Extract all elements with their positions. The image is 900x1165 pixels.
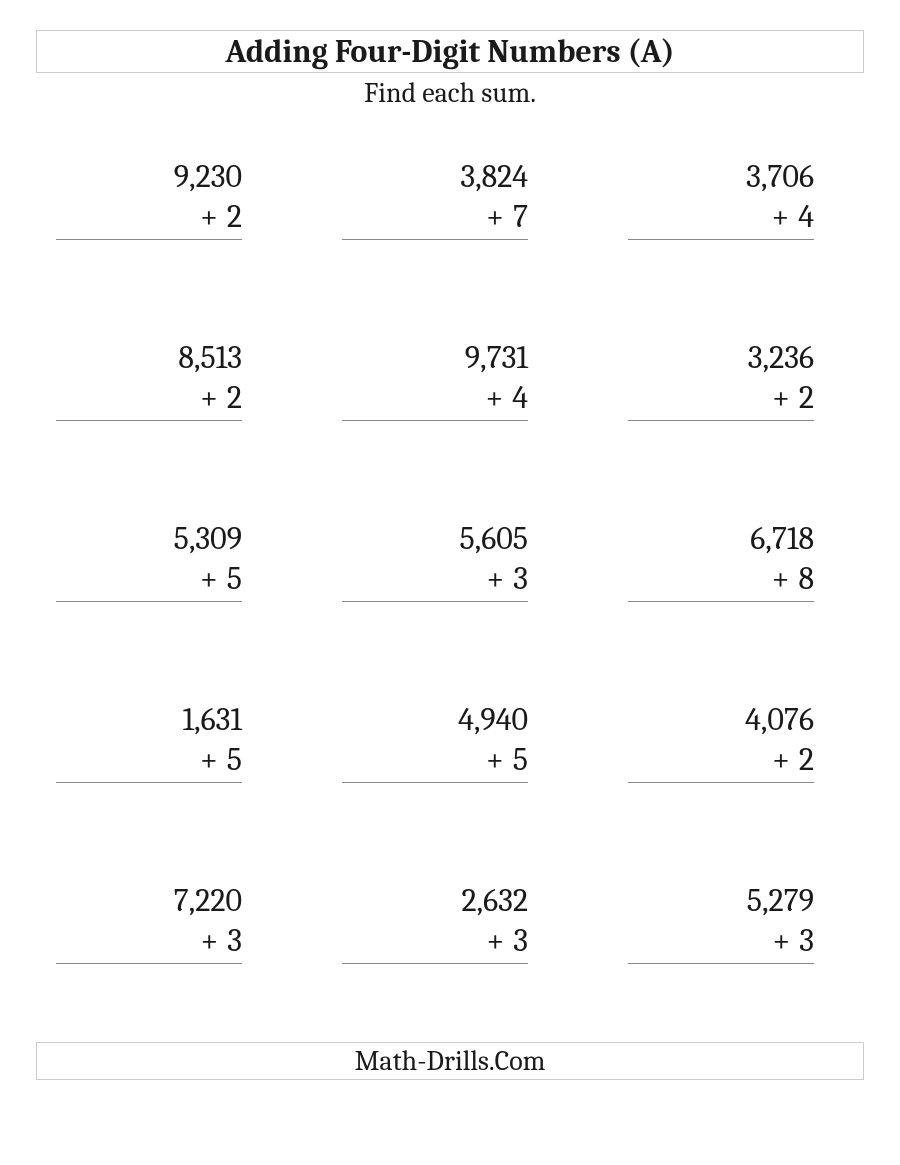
title-box: Adding Four-Digit Numbers (A) (36, 30, 864, 73)
problem: 5,309 + 5 (56, 519, 272, 602)
addend-top: 5,605 (342, 519, 528, 559)
addend-bottom: + 2 (56, 197, 242, 240)
problem: 5,279 + 3 (628, 881, 844, 964)
addend-bottom: + 3 (342, 921, 528, 964)
addend-bottom: + 5 (56, 559, 242, 602)
addend-value: 2 (799, 741, 814, 778)
problem: 1,631 + 5 (56, 700, 272, 783)
plus-icon: + (772, 741, 790, 778)
addend-value: 3 (513, 922, 528, 959)
addend-top: 3,706 (628, 157, 814, 197)
problem: 9,230 + 2 (56, 157, 272, 240)
plus-icon: + (486, 560, 504, 597)
plus-icon: + (486, 922, 504, 959)
addend-value: 7 (513, 198, 528, 235)
addend-top: 7,220 (56, 881, 242, 921)
addend-bottom: + 2 (628, 740, 814, 783)
plus-icon: + (485, 379, 503, 416)
addend-bottom: + 2 (56, 378, 242, 421)
problem: 3,824 + 7 (342, 157, 558, 240)
problem: 4,076 + 2 (628, 700, 844, 783)
problem: 3,236 + 2 (628, 338, 844, 421)
problem: 7,220 + 3 (56, 881, 272, 964)
addend-bottom: + 4 (628, 197, 814, 240)
problem: 8,513 + 2 (56, 338, 272, 421)
addend-bottom: + 5 (56, 740, 242, 783)
addend-bottom: + 5 (342, 740, 528, 783)
addend-top: 4,940 (342, 700, 528, 740)
addend-value: 2 (227, 198, 242, 235)
addend-top: 3,236 (628, 338, 814, 378)
addend-top: 4,076 (628, 700, 814, 740)
footer-text: Math-Drills.Com (355, 1045, 546, 1077)
addend-top: 5,279 (628, 881, 814, 921)
plus-icon: + (200, 560, 218, 597)
addend-value: 3 (513, 560, 528, 597)
addend-top: 9,230 (56, 157, 242, 197)
plus-icon: + (200, 379, 218, 416)
addend-bottom: + 2 (628, 378, 814, 421)
addend-value: 4 (798, 198, 814, 235)
addend-value: 3 (799, 922, 814, 959)
addend-value: 5 (513, 741, 528, 778)
footer-box: Math-Drills.Com (36, 1042, 864, 1080)
addend-value: 5 (227, 741, 242, 778)
problem: 9,731 + 4 (342, 338, 558, 421)
problem: 4,940 + 5 (342, 700, 558, 783)
problem: 3,706 + 4 (628, 157, 844, 240)
addend-top: 6,718 (628, 519, 814, 559)
subtitle: Find each sum. (36, 77, 864, 109)
addend-bottom: + 4 (342, 378, 528, 421)
addend-value: 3 (227, 922, 242, 959)
plus-icon: + (486, 741, 504, 778)
problem-grid: 9,230 + 2 3,824 + 7 3,706 + 4 8,513 + 2 … (36, 157, 864, 964)
addend-value: 2 (799, 379, 814, 416)
addend-top: 5,309 (56, 519, 242, 559)
problem: 2,632 + 3 (342, 881, 558, 964)
plus-icon: + (200, 922, 218, 959)
addend-bottom: + 7 (342, 197, 528, 240)
addend-top: 3,824 (342, 157, 528, 197)
addend-top: 9,731 (342, 338, 528, 378)
plus-icon: + (200, 741, 218, 778)
addend-value: 2 (227, 379, 242, 416)
plus-icon: + (200, 198, 218, 235)
addend-top: 8,513 (56, 338, 242, 378)
problem: 5,605 + 3 (342, 519, 558, 602)
plus-icon: + (772, 922, 790, 959)
page-title: Adding Four-Digit Numbers (A) (37, 33, 863, 70)
addend-value: 5 (227, 560, 242, 597)
addend-top: 2,632 (342, 881, 528, 921)
addend-value: 8 (798, 560, 814, 597)
addend-top: 1,631 (56, 700, 242, 740)
addend-bottom: + 3 (342, 559, 528, 602)
problem: 6,718 + 8 (628, 519, 844, 602)
plus-icon: + (486, 198, 504, 235)
addend-bottom: + 3 (628, 921, 814, 964)
plus-icon: + (771, 198, 789, 235)
addend-value: 4 (512, 379, 528, 416)
plus-icon: + (772, 379, 790, 416)
addend-bottom: + 3 (56, 921, 242, 964)
plus-icon: + (772, 560, 790, 597)
addend-bottom: + 8 (628, 559, 814, 602)
